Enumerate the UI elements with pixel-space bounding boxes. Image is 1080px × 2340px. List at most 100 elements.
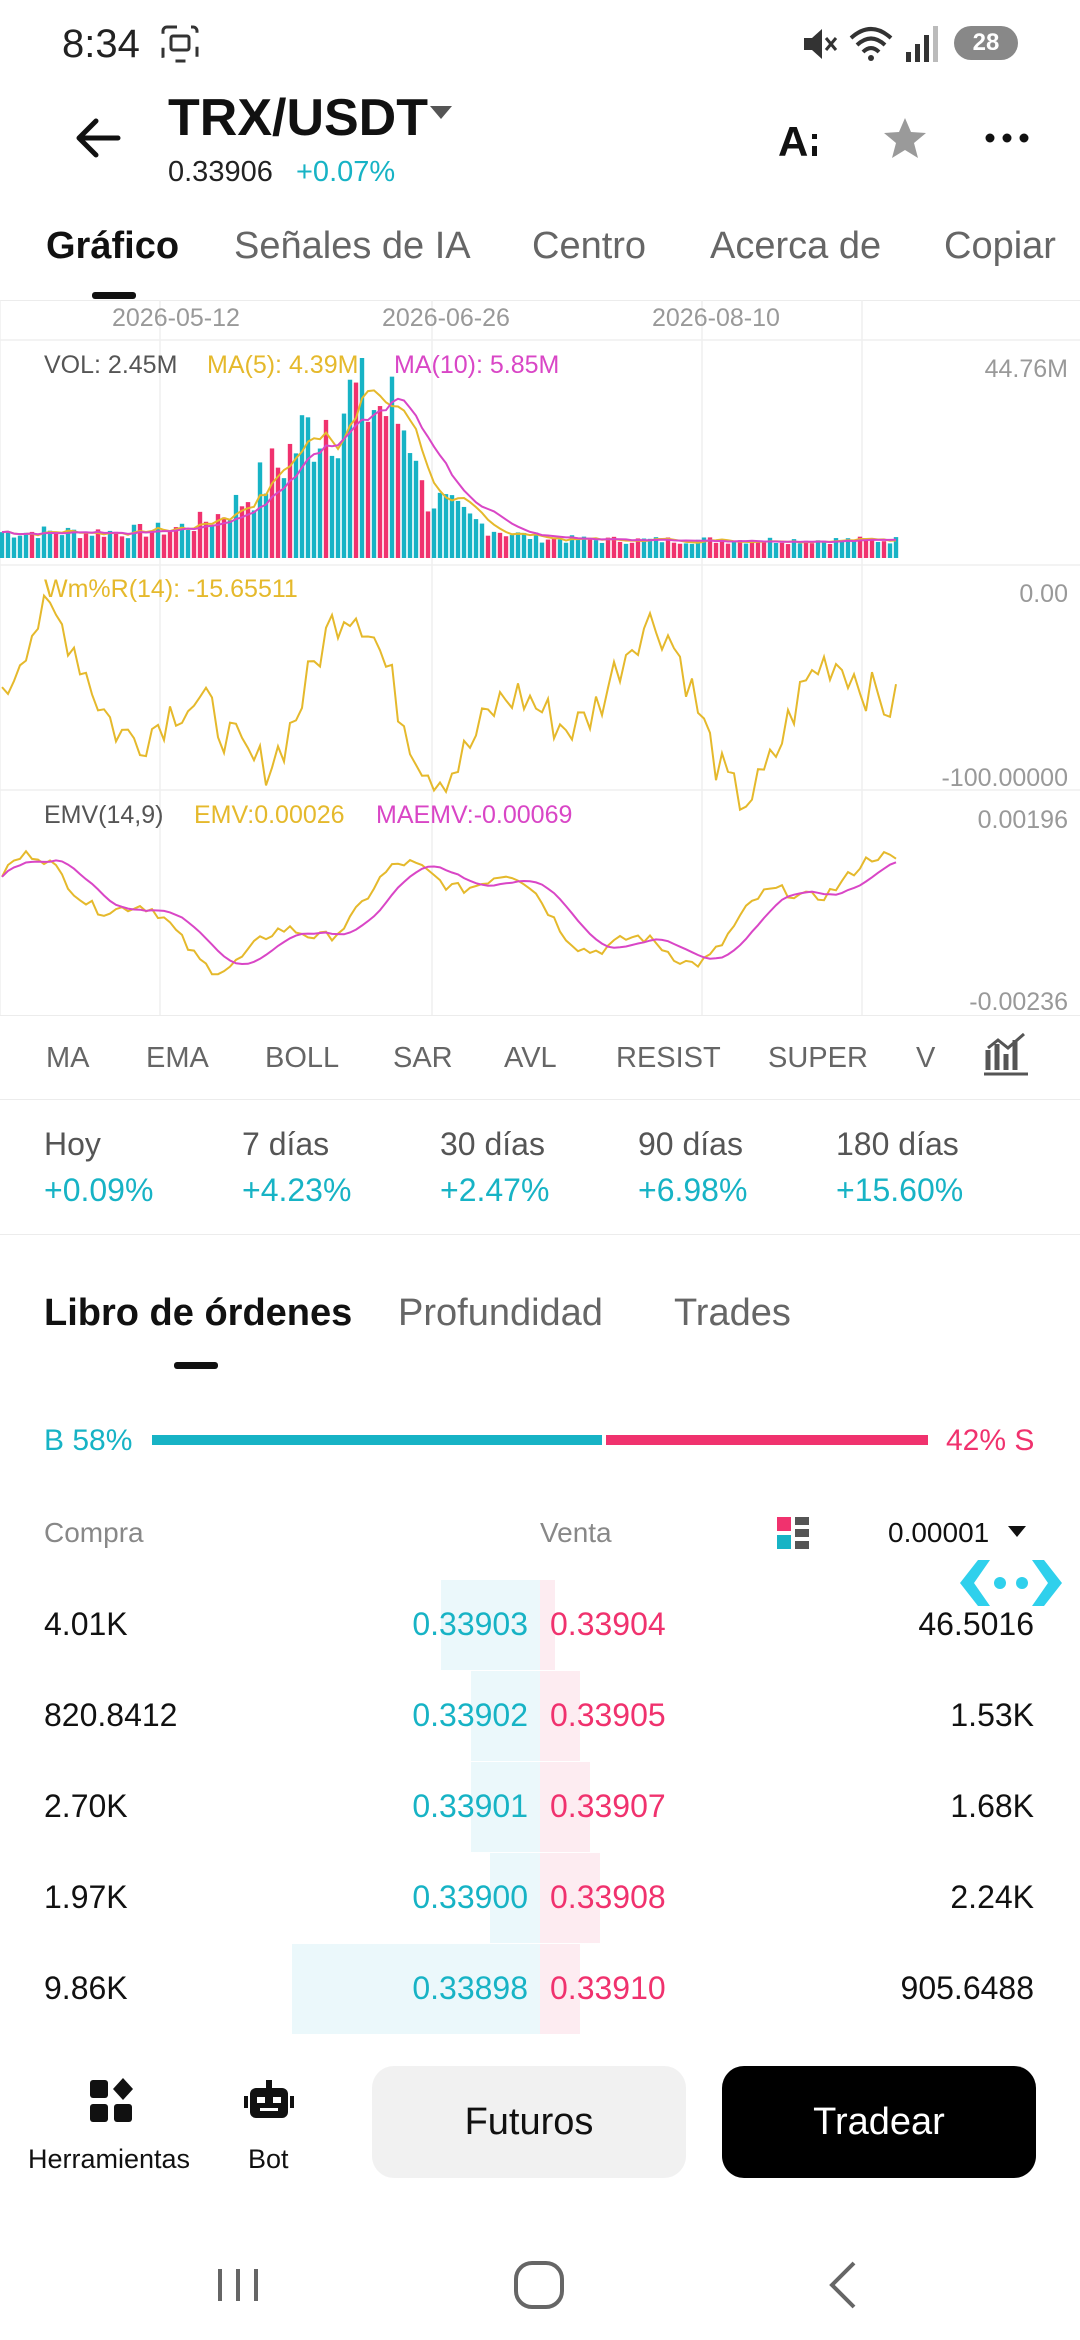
volume-bar [779, 542, 785, 558]
tools-label[interactable]: Herramientas [28, 2144, 191, 2174]
pair-dropdown-icon[interactable] [430, 106, 452, 119]
buy-ratio-label: B 58% [44, 1424, 133, 1457]
ask-quantity: 1.68K [950, 1788, 1034, 1824]
font-size-icon[interactable]: A [778, 108, 828, 168]
volume-bar [35, 538, 41, 558]
precision-select[interactable]: 0.00001 [888, 1517, 990, 1548]
nav-back-icon[interactable] [818, 2240, 868, 2330]
favorite-star-icon[interactable] [880, 108, 930, 168]
volume-bar [293, 453, 299, 558]
precision-dropdown-icon[interactable] [1008, 1526, 1026, 1537]
indicator-sar[interactable]: SAR [393, 1042, 453, 1074]
order-row[interactable]: 1.97K 0.33900 0.33908 2.24K [0, 1853, 1080, 1943]
indicator-settings-icon[interactable] [984, 1030, 1028, 1078]
indicator-resist[interactable]: RESIST [616, 1042, 721, 1074]
period-name[interactable]: 7 días [242, 1126, 330, 1162]
volume-bar [329, 455, 335, 558]
chart-area[interactable]: 2026-05-12 2026-06-26 2026-08-10 VOL: 2.… [0, 300, 1080, 1015]
back-arrow-icon[interactable] [70, 108, 130, 168]
period-name[interactable]: 180 días [836, 1126, 959, 1162]
volume-bar [497, 532, 503, 558]
volume-ma5-label: MA(5): 4.39M [207, 351, 358, 379]
ask-price: 0.33907 [550, 1788, 666, 1824]
volume-bar [161, 534, 167, 558]
divider [0, 1099, 1080, 1100]
tab-order-book[interactable]: Libro de órdenes [44, 1292, 353, 1334]
futures-button[interactable]: Futuros [372, 2066, 686, 2178]
volume-bar [611, 536, 617, 558]
bot-label[interactable]: Bot [248, 2144, 289, 2174]
volume-bar [725, 543, 731, 558]
indicator-ma[interactable]: MA [46, 1042, 90, 1074]
maemv-value-label: MAEMV:-0.00069 [376, 801, 572, 829]
volume-bar [383, 416, 389, 558]
period-name[interactable]: 90 días [638, 1126, 743, 1162]
tab-centro[interactable]: Centro [532, 225, 647, 267]
home-icon[interactable] [510, 2240, 570, 2330]
volume-bar [605, 537, 611, 558]
indicator-v[interactable]: V [916, 1042, 936, 1074]
bid-price: 0.33903 [412, 1606, 528, 1642]
more-options-icon[interactable] [982, 108, 1032, 168]
tab-depth[interactable]: Profundidad [398, 1292, 603, 1334]
indicator-ema[interactable]: EMA [146, 1042, 209, 1074]
floating-widget-icon[interactable] [956, 1556, 1066, 1610]
tab-trades[interactable]: Trades [674, 1292, 791, 1334]
volume-bar [455, 500, 461, 558]
indicator-boll[interactable]: BOLL [265, 1042, 340, 1074]
divider [0, 300, 1080, 301]
volume-bar [527, 539, 533, 558]
tab-senales-ia[interactable]: Señales de IA [234, 225, 471, 267]
volume-bar [743, 543, 749, 558]
order-row[interactable]: 4.01K 0.33903 0.33904 46.5016 [0, 1580, 1080, 1670]
indicator-avl[interactable]: AVL [504, 1042, 557, 1074]
volume-bar [647, 538, 653, 558]
volume-bar [539, 542, 545, 558]
period-value: +15.60% [836, 1172, 964, 1208]
volume-bar [737, 540, 743, 558]
volume-bar [371, 410, 377, 558]
period-name[interactable]: Hoy [44, 1126, 101, 1162]
tab-grafico[interactable]: Gráfico [46, 225, 180, 267]
volume-bar [365, 421, 371, 558]
volume-bar [53, 533, 59, 558]
indicator-super[interactable]: SUPER [768, 1042, 868, 1074]
trade-button[interactable]: Tradear [722, 2066, 1036, 2178]
volume-bar [257, 462, 263, 558]
volume-bar [281, 478, 287, 558]
volume-bar [197, 511, 203, 558]
period-value: +0.09% [44, 1172, 154, 1208]
volume-bar [347, 379, 353, 558]
tab-copiar[interactable]: Copiar [944, 225, 1056, 267]
volume-bar [695, 539, 701, 558]
tab-acerca-de[interactable]: Acerca de [710, 225, 882, 267]
bid-price: 0.33898 [412, 1970, 528, 2006]
volume-bar [407, 453, 413, 558]
volume-bar [167, 530, 173, 558]
volume-bar [503, 536, 509, 558]
volume-bar [545, 539, 551, 558]
status-bar: 8:34 28 [0, 0, 1080, 90]
pair-title[interactable]: TRX/USDT [168, 89, 428, 147]
order-row[interactable]: 9.86K 0.33898 0.33910 905.6488 [0, 1944, 1080, 2034]
volume-bar [173, 527, 179, 558]
book-layout-icon[interactable] [776, 1516, 810, 1550]
order-row[interactable]: 820.8412 0.33902 0.33905 1.53K [0, 1671, 1080, 1761]
bot-icon[interactable] [244, 2078, 294, 2126]
indicator-overflow: V [914, 1030, 938, 1080]
tools-icon[interactable] [88, 2078, 136, 2126]
ask-depth-bar [540, 1671, 580, 1761]
ask-price: 0.33908 [550, 1879, 666, 1915]
volume-bar [485, 535, 491, 558]
order-row[interactable]: 2.70K 0.33901 0.33907 1.68K [0, 1762, 1080, 1852]
volume-bar [113, 531, 119, 558]
ask-quantity: 1.53K [950, 1697, 1034, 1733]
bid-quantity: 1.97K [44, 1879, 128, 1915]
active-book-tab-indicator [174, 1362, 218, 1369]
volume-bar [845, 538, 851, 558]
volume-bar [83, 531, 89, 558]
volume-bar [389, 376, 395, 558]
period-name[interactable]: 30 días [440, 1126, 545, 1162]
maemv-line [1, 859, 897, 966]
recent-apps-icon[interactable] [214, 2240, 264, 2330]
